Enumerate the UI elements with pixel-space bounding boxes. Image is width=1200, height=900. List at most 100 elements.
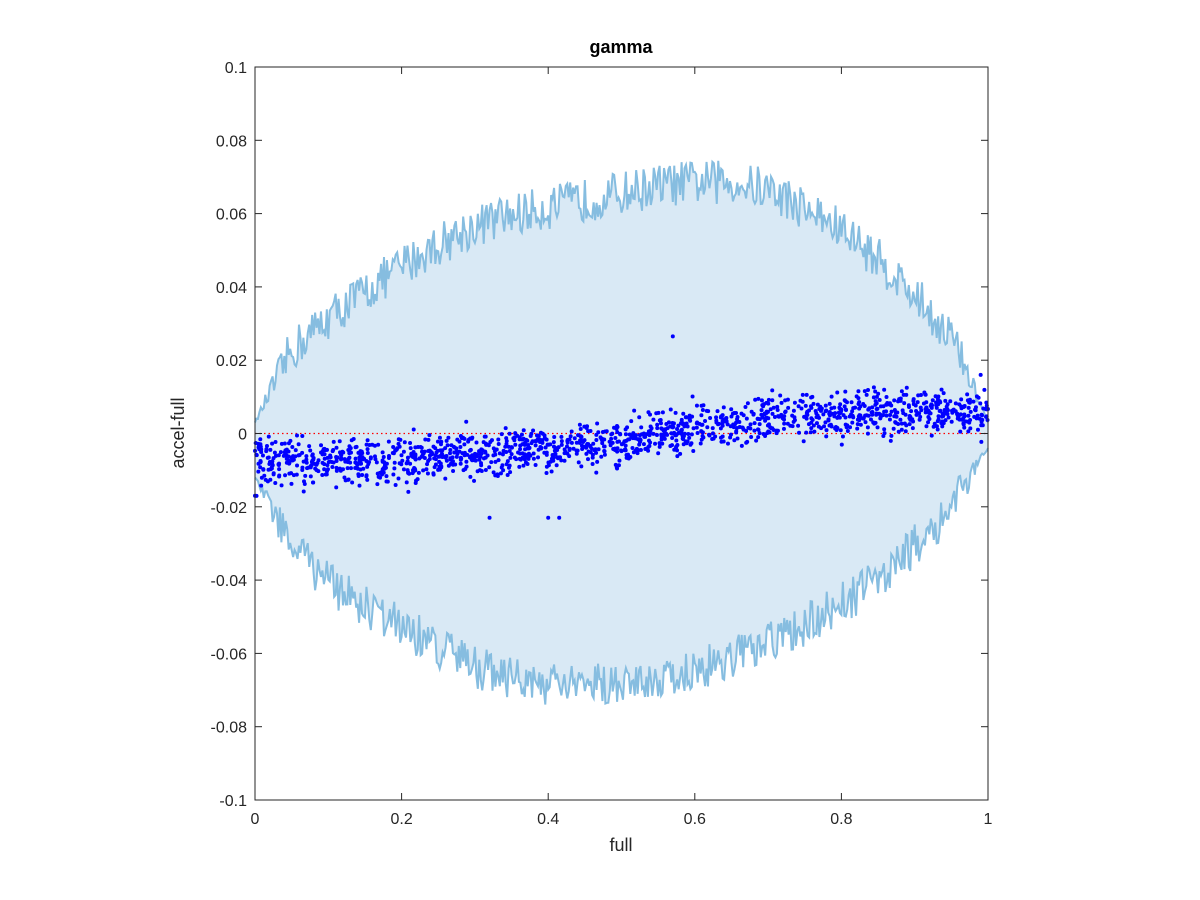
scatter-point: [894, 414, 899, 419]
scatter-point: [271, 456, 276, 461]
scatter-point: [944, 404, 949, 409]
scatter-point: [837, 411, 842, 416]
scatter-point: [839, 407, 844, 412]
scatter-point: [546, 460, 551, 465]
scatter-point: [505, 459, 510, 464]
scatter-point: [569, 429, 574, 434]
scatter-point: [345, 466, 350, 471]
scatter-point: [357, 455, 362, 460]
scatter-point: [893, 420, 898, 425]
scatter-point: [289, 471, 294, 476]
scatter-point: [791, 408, 796, 413]
scatter-point: [821, 412, 826, 417]
scatter-point: [424, 467, 429, 472]
scatter-point: [470, 435, 475, 440]
scatter-point: [381, 455, 386, 460]
scatter-point: [975, 427, 980, 432]
scatter-point: [637, 415, 642, 420]
scatter-point: [656, 451, 661, 456]
scatter-point: [850, 409, 855, 414]
scatter-point: [819, 406, 824, 411]
scatter-point: [966, 413, 971, 418]
scatter-point: [632, 408, 637, 413]
scatter-point: [557, 515, 562, 520]
scatter-point: [489, 460, 494, 465]
scatter-point: [737, 420, 742, 425]
scatter-point: [827, 409, 832, 414]
scatter-point: [931, 424, 936, 429]
scatter-point: [452, 445, 457, 450]
scatter-point: [599, 454, 604, 459]
scatter-point: [910, 426, 915, 431]
scatter-point: [574, 440, 579, 445]
scatter-point: [475, 469, 480, 474]
scatter-point: [904, 423, 909, 428]
scatter-point: [811, 401, 816, 406]
scatter-point: [809, 426, 814, 431]
scatter-point: [688, 418, 693, 423]
scatter-point: [770, 398, 775, 403]
scatter-point: [461, 435, 466, 440]
scatter-point: [270, 441, 275, 446]
scatter-point: [839, 442, 844, 447]
scatter-point: [556, 445, 561, 450]
scatter-point: [915, 400, 920, 405]
scatter-point: [941, 391, 946, 396]
scatter-point: [365, 447, 370, 452]
scatter-point: [779, 400, 784, 405]
scatter-point: [564, 444, 569, 449]
scatter-point: [842, 404, 847, 409]
scatter-point: [662, 431, 667, 436]
scatter-point: [735, 417, 740, 422]
scatter-point: [339, 453, 344, 458]
scatter-point: [464, 419, 469, 424]
scatter-point: [594, 432, 599, 437]
scatter-point: [374, 460, 379, 465]
scatter-point: [745, 401, 750, 406]
scatter-point: [814, 421, 819, 426]
scatter-point: [341, 467, 345, 472]
scatter-point: [762, 412, 767, 417]
scatter-point: [764, 415, 769, 420]
scatter-point: [509, 452, 514, 457]
y-tick-label: 0: [238, 427, 247, 444]
scatter-point: [501, 468, 506, 473]
scatter-point: [334, 445, 339, 450]
scatter-point: [715, 409, 720, 414]
scatter-point: [729, 407, 734, 412]
scatter-point: [743, 404, 748, 409]
scatter-point: [792, 400, 797, 405]
x-tick-label: 0.4: [537, 811, 559, 828]
scatter-point: [567, 446, 572, 451]
scatter-point: [808, 430, 813, 435]
scatter-point: [621, 441, 626, 446]
scatter-point: [946, 415, 951, 420]
scatter-point: [594, 437, 599, 442]
y-tick-label: 0.06: [216, 207, 247, 224]
scatter-point: [721, 405, 726, 410]
scatter-point: [763, 434, 768, 439]
scatter-point: [675, 427, 680, 432]
scatter-point: [668, 444, 673, 448]
scatter-point: [673, 433, 678, 438]
scatter-point: [433, 457, 438, 462]
x-tick-label: 0.6: [684, 811, 706, 828]
scatter-point: [584, 445, 589, 450]
scatter-point: [857, 418, 862, 423]
scatter-point: [843, 415, 848, 420]
scatter-point: [979, 439, 984, 444]
scatter-point: [508, 470, 513, 475]
scatter-point: [855, 422, 860, 427]
scatter-point: [960, 417, 965, 422]
scatter-point: [534, 433, 539, 438]
scatter-point: [907, 422, 912, 427]
scatter-point: [529, 431, 534, 436]
scatter-point: [518, 447, 523, 452]
scatter-point: [658, 421, 663, 426]
scatter-point: [874, 412, 879, 417]
scatter-point: [553, 451, 558, 456]
scatter-point: [739, 443, 744, 448]
scatter-point: [757, 422, 762, 427]
scatter-point: [468, 447, 473, 452]
scatter-point: [889, 433, 894, 438]
